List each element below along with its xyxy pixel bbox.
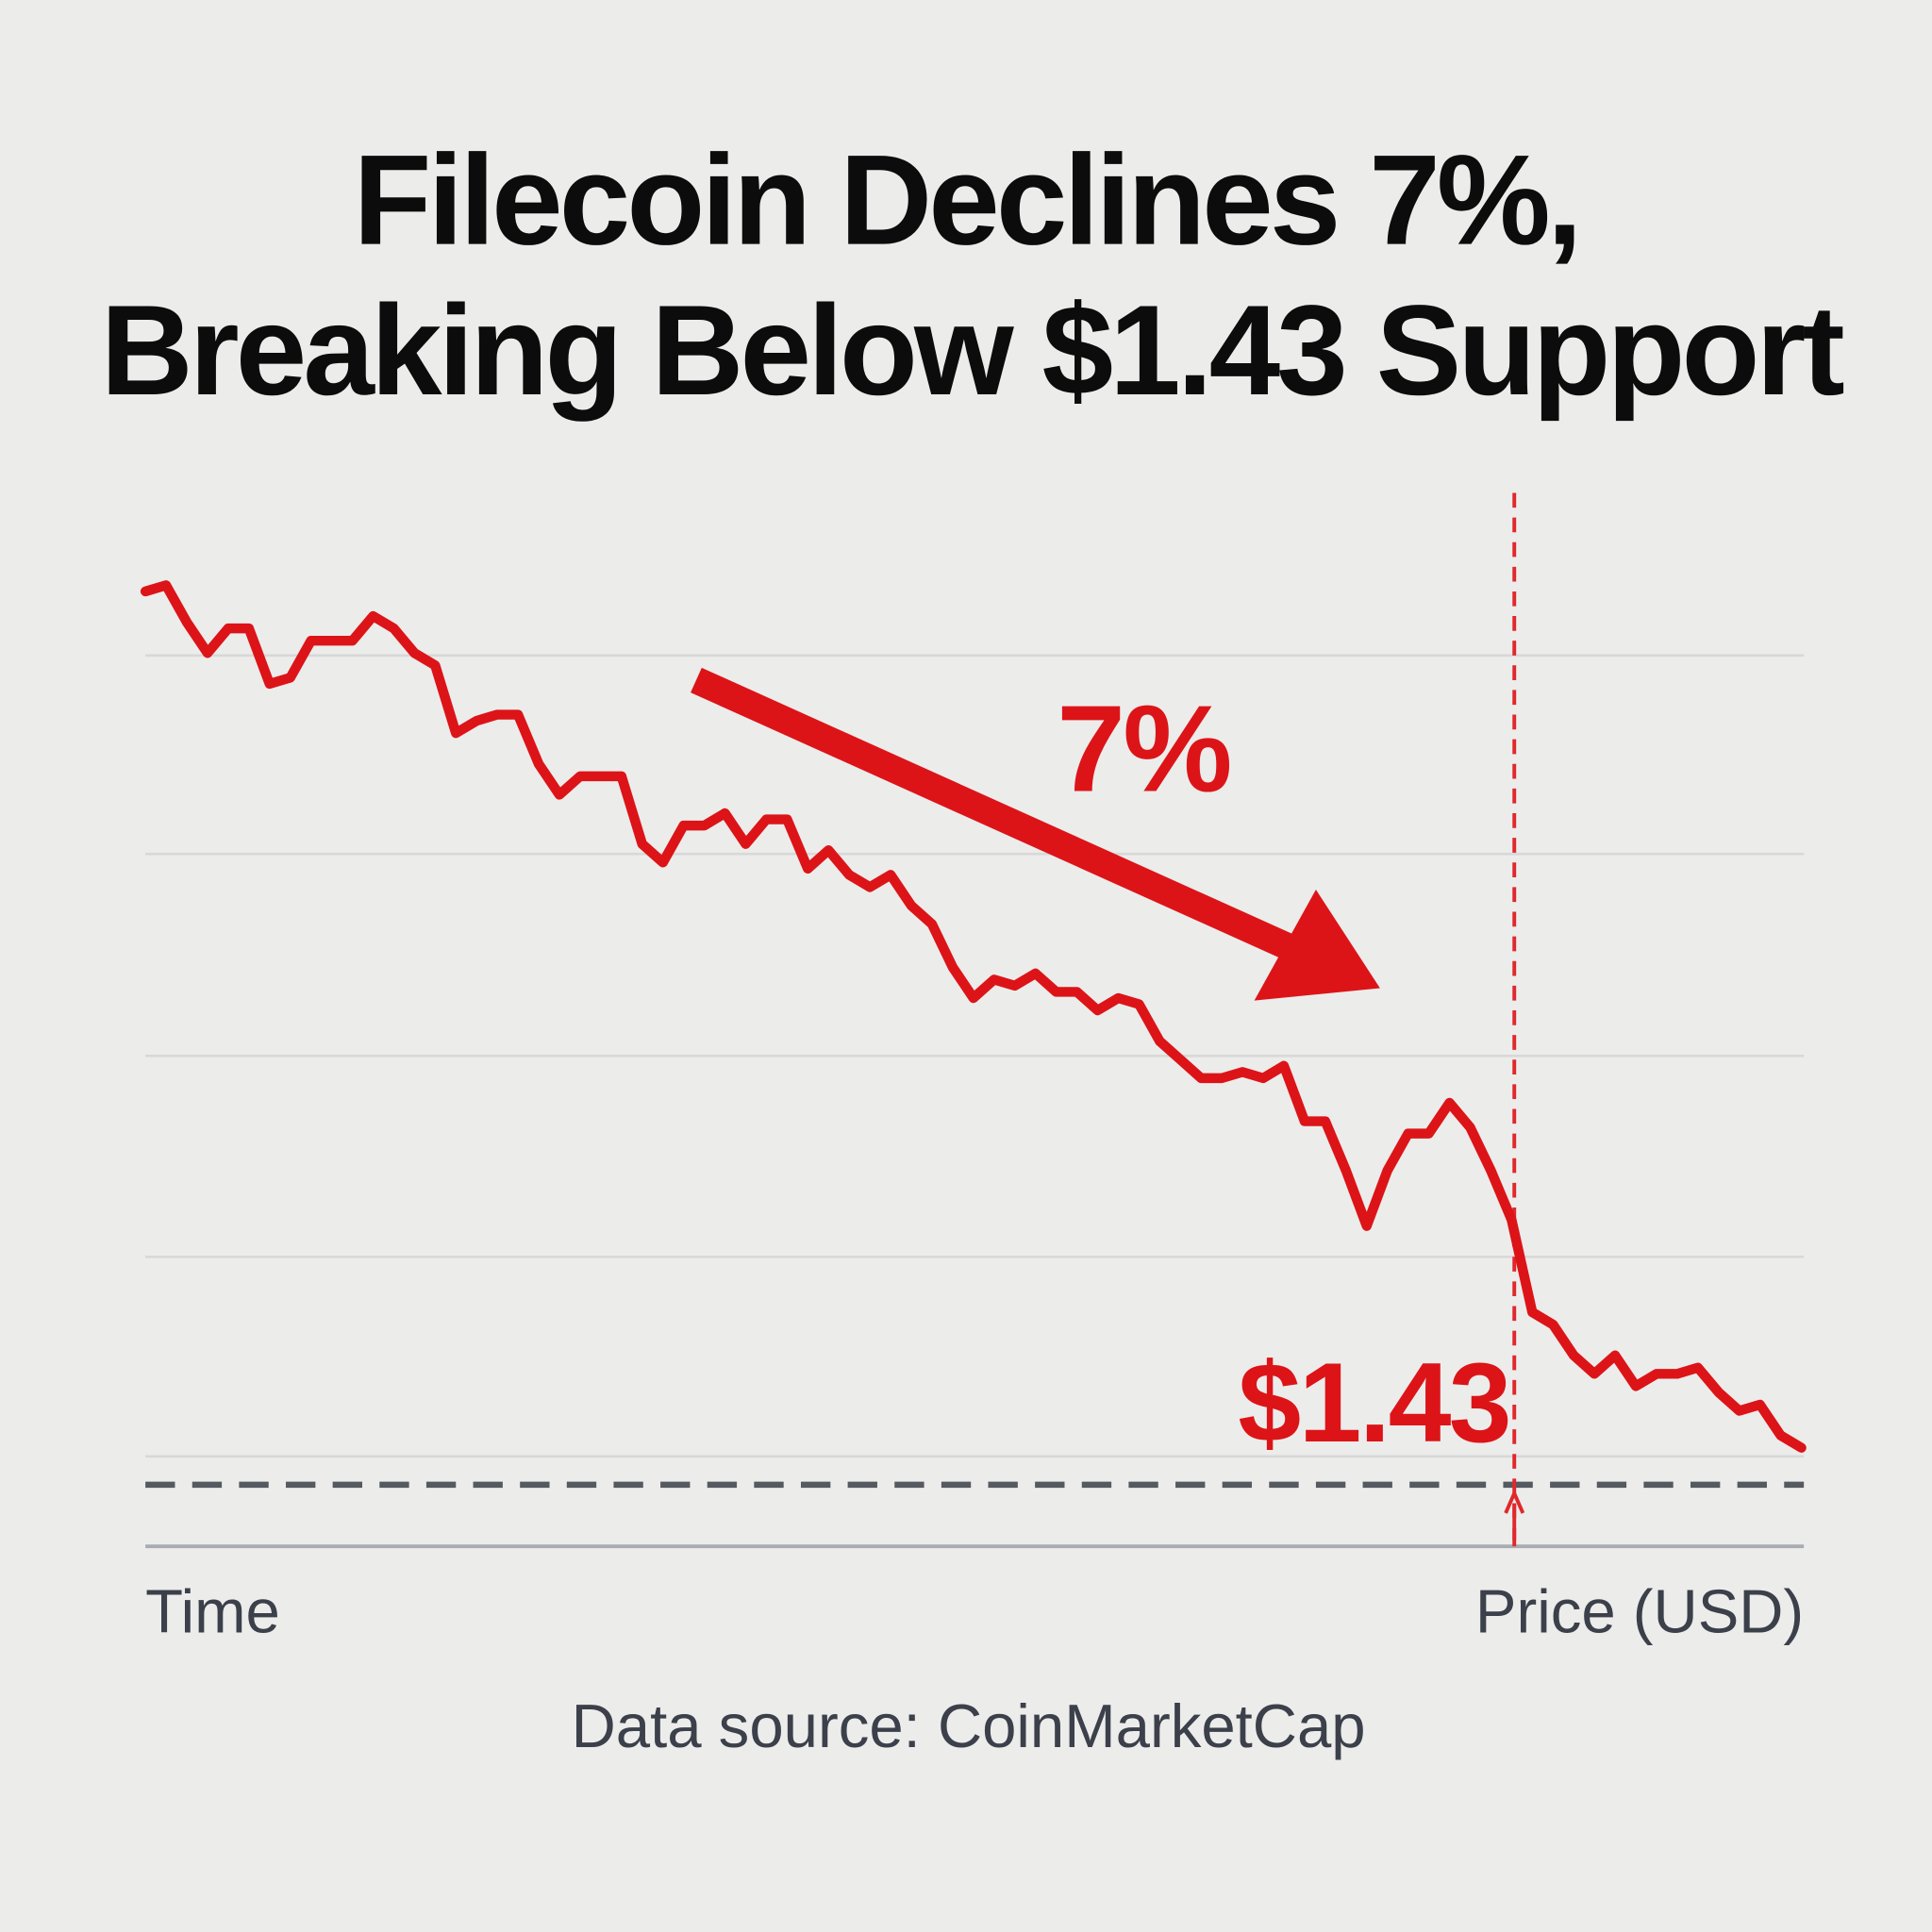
y-axis-label: Price (USD) — [1475, 1577, 1804, 1646]
title-line-2: Breaking Below $1.43 Support — [101, 278, 1844, 422]
x-axis-label: Time — [145, 1577, 280, 1646]
data-source-note: Data source: CoinMarketCap — [572, 1691, 1366, 1760]
breakdown-up-arrow-icon — [1504, 1489, 1525, 1547]
decline-percent-label: 7% — [1057, 680, 1230, 818]
title-line-1: Filecoin Declines 7%, — [353, 128, 1578, 272]
data-points — [144, 585, 1802, 1448]
support-price-label: $1.43 — [1238, 1340, 1509, 1466]
decline-arrow-icon — [691, 667, 1380, 1001]
gridlines — [145, 654, 1805, 1458]
price-line-series — [140, 580, 1807, 1453]
